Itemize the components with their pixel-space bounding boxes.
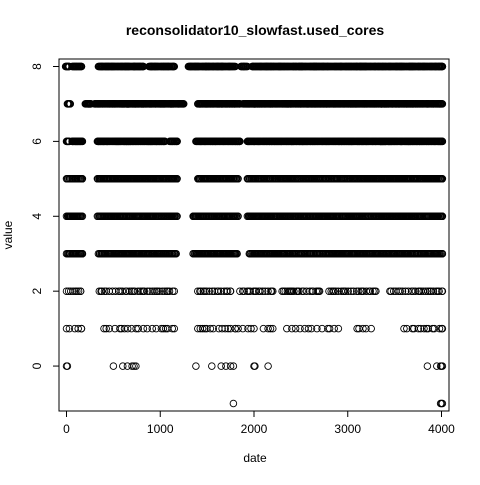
y-tick-label: 0 <box>30 362 44 369</box>
data-points <box>61 62 447 408</box>
data-point <box>438 62 447 71</box>
x-tick-label: 2000 <box>241 422 268 436</box>
data-point <box>173 137 181 146</box>
data-point <box>139 324 148 333</box>
data-point <box>264 362 272 370</box>
data-point <box>77 62 86 71</box>
y-tick-label: 8 <box>30 63 44 70</box>
y-tick-label: 4 <box>30 213 44 220</box>
x-tick-label: 4000 <box>428 422 455 436</box>
x-tick-label: 1000 <box>147 422 174 436</box>
data-point <box>208 362 216 370</box>
data-point <box>236 137 244 146</box>
data-point <box>170 62 179 71</box>
data-point <box>192 362 200 370</box>
plot-frame <box>58 58 450 412</box>
y-tick-label: 6 <box>30 138 44 145</box>
data-point <box>438 137 447 146</box>
data-point <box>78 175 87 183</box>
data-point <box>179 100 188 108</box>
y-tick-label: 2 <box>30 288 44 295</box>
data-point <box>66 100 75 108</box>
data-point <box>229 399 238 408</box>
data-point <box>109 362 118 370</box>
data-point <box>170 287 179 295</box>
data-point <box>423 362 432 370</box>
y-axis: 0 2 4 6 8 <box>30 63 60 369</box>
x-axis-title: date <box>243 451 267 465</box>
data-point <box>148 324 157 333</box>
chart-title: reconsolidator10_slowfast.used_cores <box>126 22 385 38</box>
y-axis-title: value <box>1 220 15 249</box>
data-point <box>78 137 87 146</box>
x-axis: 0 1000 2000 3000 4000 <box>63 410 455 436</box>
data-point <box>334 324 343 333</box>
data-point <box>438 100 447 108</box>
x-tick-label: 3000 <box>334 422 361 436</box>
x-tick-label: 0 <box>63 422 70 436</box>
